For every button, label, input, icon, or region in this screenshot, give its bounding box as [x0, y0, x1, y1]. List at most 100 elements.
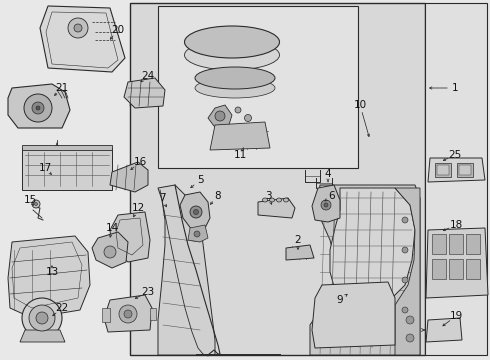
Circle shape — [124, 310, 132, 318]
Polygon shape — [188, 225, 208, 242]
Polygon shape — [330, 188, 415, 305]
Text: 14: 14 — [105, 223, 119, 233]
Polygon shape — [286, 245, 314, 260]
Circle shape — [104, 246, 116, 258]
Text: 24: 24 — [142, 71, 155, 81]
Bar — [435, 163, 451, 177]
Text: 1: 1 — [452, 83, 458, 93]
Text: 21: 21 — [55, 83, 69, 93]
Bar — [425, 3, 487, 355]
Polygon shape — [426, 318, 462, 342]
Circle shape — [194, 210, 198, 215]
Bar — [130, 3, 425, 355]
Polygon shape — [258, 198, 295, 218]
Text: 8: 8 — [215, 191, 221, 201]
Bar — [457, 163, 473, 177]
Bar — [432, 234, 446, 254]
Polygon shape — [395, 188, 420, 355]
Circle shape — [402, 217, 408, 223]
Polygon shape — [312, 282, 395, 348]
Bar — [102, 308, 110, 322]
Bar — [150, 308, 156, 320]
Text: 20: 20 — [111, 25, 124, 35]
Circle shape — [119, 305, 137, 323]
Text: 6: 6 — [329, 191, 335, 201]
Ellipse shape — [195, 67, 275, 89]
Text: 2: 2 — [294, 235, 301, 245]
Circle shape — [34, 202, 38, 206]
Circle shape — [406, 334, 414, 342]
Polygon shape — [426, 228, 488, 298]
Text: 9: 9 — [337, 295, 343, 305]
Polygon shape — [110, 162, 148, 192]
Circle shape — [24, 94, 52, 122]
Text: 11: 11 — [233, 150, 246, 160]
Bar — [158, 6, 358, 168]
Text: 22: 22 — [55, 303, 69, 313]
Text: 12: 12 — [131, 203, 145, 213]
Text: 15: 15 — [24, 195, 37, 205]
Polygon shape — [310, 185, 420, 355]
Text: 23: 23 — [142, 287, 155, 297]
Circle shape — [32, 200, 40, 208]
Polygon shape — [104, 295, 152, 332]
Circle shape — [74, 24, 82, 32]
Bar — [466, 259, 480, 279]
Circle shape — [324, 203, 328, 207]
Bar — [466, 234, 480, 254]
Ellipse shape — [276, 198, 281, 202]
Circle shape — [190, 206, 202, 218]
Polygon shape — [158, 185, 215, 355]
Text: 17: 17 — [38, 163, 51, 173]
Bar — [432, 259, 446, 279]
Circle shape — [406, 316, 414, 324]
Bar — [449, 259, 463, 279]
Polygon shape — [312, 185, 340, 222]
Polygon shape — [8, 236, 90, 318]
Bar — [22, 148, 112, 190]
Polygon shape — [40, 6, 125, 72]
Text: 5: 5 — [196, 175, 203, 185]
Circle shape — [321, 200, 331, 210]
Text: 25: 25 — [448, 150, 462, 160]
Circle shape — [402, 247, 408, 253]
Bar — [437, 165, 449, 175]
Circle shape — [36, 106, 40, 110]
Polygon shape — [8, 84, 70, 128]
Polygon shape — [92, 232, 128, 268]
Polygon shape — [180, 192, 210, 230]
Polygon shape — [208, 105, 232, 128]
Text: 18: 18 — [449, 220, 463, 230]
Polygon shape — [428, 158, 485, 182]
Text: 3: 3 — [265, 191, 271, 201]
Text: 4: 4 — [325, 169, 331, 179]
Text: 19: 19 — [449, 311, 463, 321]
Circle shape — [402, 307, 408, 313]
Polygon shape — [110, 212, 150, 262]
Ellipse shape — [195, 78, 275, 98]
Polygon shape — [210, 122, 270, 150]
Text: 7: 7 — [159, 193, 165, 203]
Bar — [449, 234, 463, 254]
Circle shape — [402, 277, 408, 283]
Polygon shape — [124, 78, 165, 108]
Text: 13: 13 — [46, 267, 59, 277]
Bar — [459, 165, 471, 175]
Polygon shape — [20, 330, 65, 342]
Text: 16: 16 — [133, 157, 147, 167]
Circle shape — [245, 114, 251, 122]
Circle shape — [32, 102, 44, 114]
Circle shape — [215, 111, 225, 121]
Ellipse shape — [284, 198, 289, 202]
Circle shape — [29, 305, 55, 331]
Circle shape — [194, 231, 200, 237]
Circle shape — [36, 312, 48, 324]
Bar — [22, 145, 112, 150]
Text: 10: 10 — [353, 100, 367, 110]
Ellipse shape — [270, 198, 274, 202]
Ellipse shape — [185, 40, 279, 70]
Circle shape — [22, 298, 62, 338]
Circle shape — [235, 107, 241, 113]
Ellipse shape — [185, 26, 279, 58]
Circle shape — [68, 18, 88, 38]
